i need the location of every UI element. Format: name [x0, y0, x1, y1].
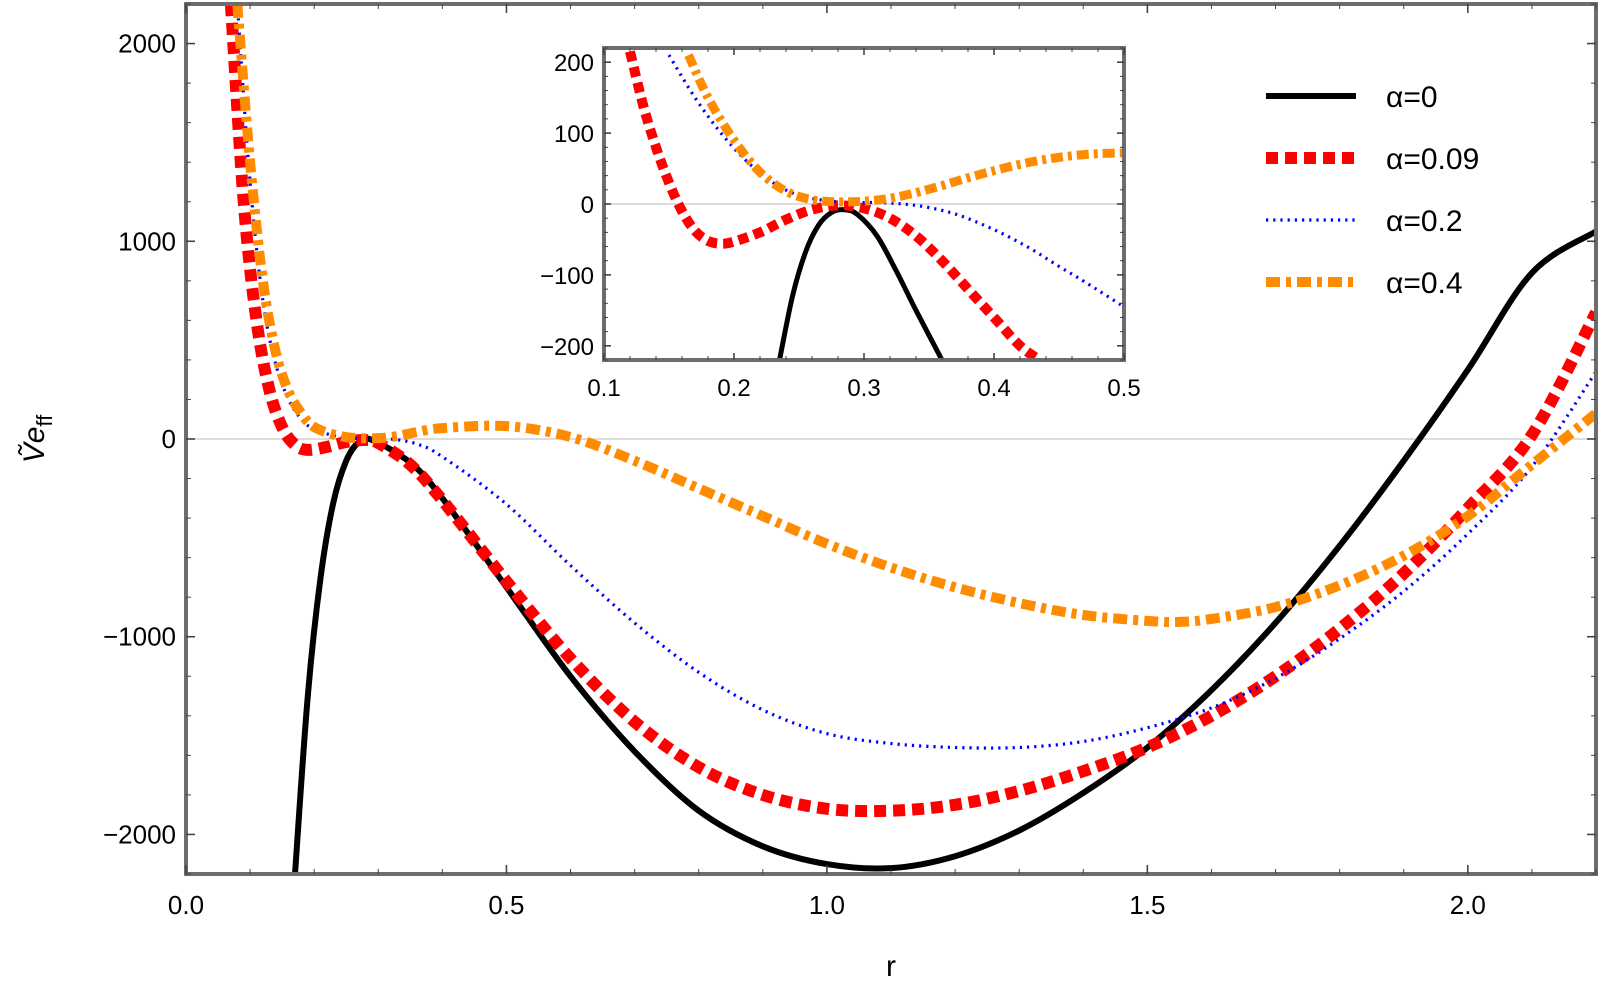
series-line-0	[292, 228, 1596, 874]
legend-label-3: α=0.4	[1386, 267, 1463, 300]
x-axis-label: r	[886, 950, 896, 982]
y-tick-label: 1000	[118, 226, 176, 256]
y-axis-label-group: Ṽeff	[17, 414, 57, 463]
inset-y-tick-label: 100	[554, 121, 594, 148]
y-tick-label: 0	[162, 424, 176, 454]
main-ticks	[185, 3, 1597, 875]
inset-y-tick-label: 200	[554, 50, 594, 77]
legend-label-1: α=0.09	[1386, 143, 1479, 176]
inset-series-group	[625, 50, 1124, 360]
inset-x-tick-label: 0.3	[847, 375, 880, 402]
x-tick-label: 1.0	[809, 890, 845, 920]
legend: α=0 α=0.09 α=0.2 α=0.4	[1266, 81, 1479, 300]
x-tick-label: 1.5	[1129, 890, 1165, 920]
inset-x-tick-label: 0.5	[1107, 375, 1140, 402]
inset-plot: 0.1 0.2 0.3 0.4 0.5 200 100 0 −100 −200	[540, 46, 1141, 402]
inset-x-tick-label: 0.4	[977, 375, 1010, 402]
series-line-3	[232, 4, 1596, 628]
inset-series-line-2	[667, 54, 1124, 309]
inset-tick-labels: 0.1 0.2 0.3 0.4 0.5 200 100 0 −100 −200	[540, 50, 1141, 402]
inset-x-tick-label: 0.2	[717, 375, 750, 402]
y-tick-label: −2000	[103, 819, 176, 849]
inset-series-line-3	[684, 53, 1124, 207]
inset-y-tick-label: −200	[540, 334, 594, 361]
y-tick-label: −1000	[103, 622, 176, 652]
x-tick-label: 0.0	[168, 890, 204, 920]
inset-series-line-1	[625, 50, 1043, 360]
inset-ticks	[603, 47, 1125, 361]
y-tick-label: 2000	[118, 29, 176, 59]
legend-label-2: α=0.2	[1386, 205, 1463, 238]
series-line-1	[224, 4, 1596, 818]
y-axis-label-main: Ṽe	[17, 427, 51, 464]
y-axis-label-sub: ff	[32, 414, 57, 427]
y-axis-label: Ṽeff	[17, 414, 57, 463]
inset-x-tick-label: 0.1	[587, 375, 620, 402]
main-series-group	[224, 4, 1596, 874]
inset-y-tick-label: 0	[581, 192, 594, 219]
legend-label-0: α=0	[1386, 81, 1438, 114]
x-tick-label: 2.0	[1450, 890, 1486, 920]
inset-y-tick-label: −100	[540, 263, 594, 290]
x-tick-label: 0.5	[488, 890, 524, 920]
